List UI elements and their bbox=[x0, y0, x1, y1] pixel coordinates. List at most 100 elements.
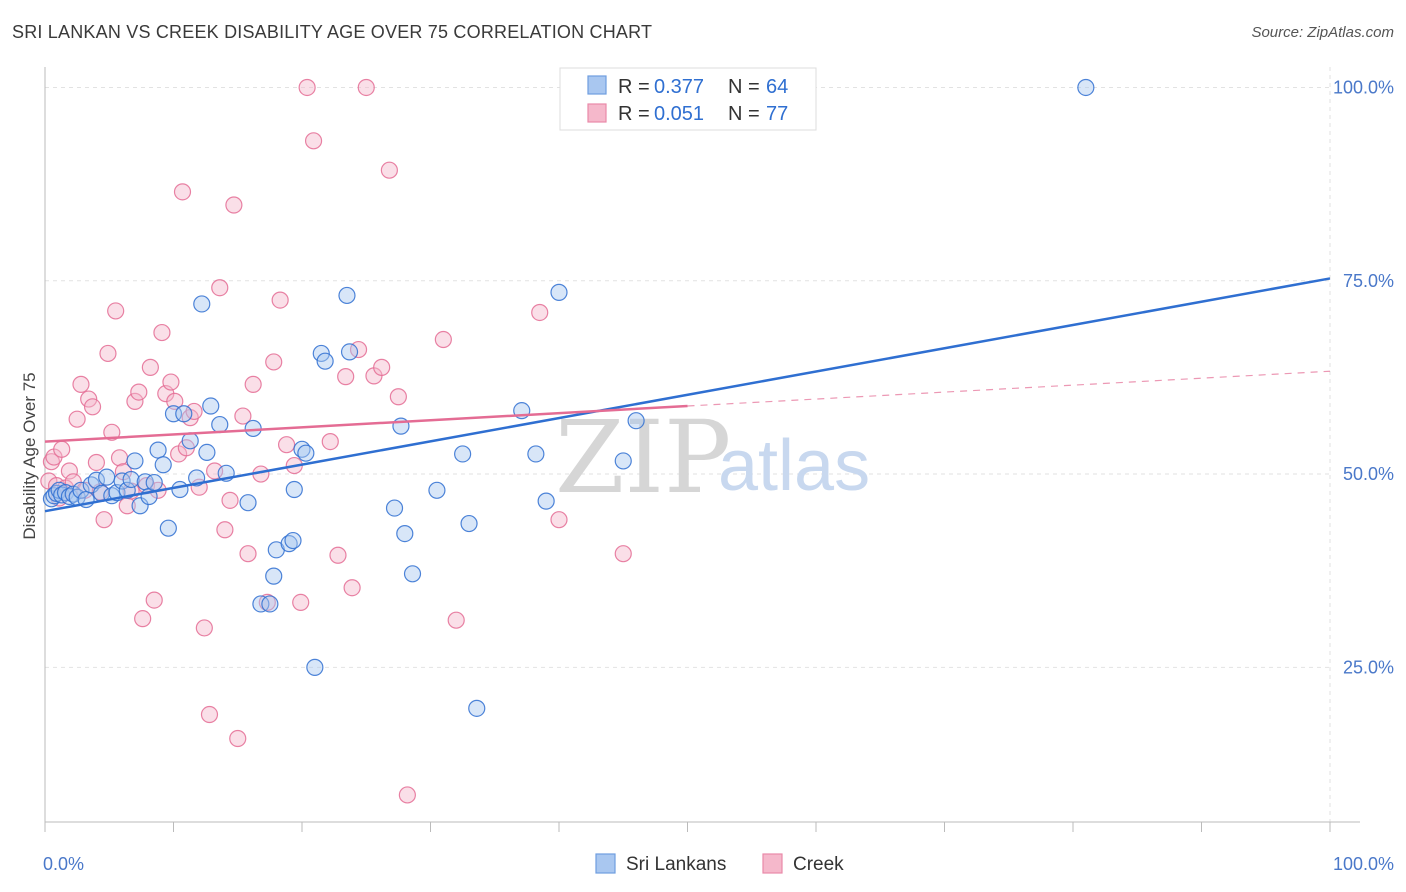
sri-lankans-point bbox=[175, 405, 193, 423]
legend-n-label-2: N = bbox=[728, 103, 760, 125]
creek-point bbox=[221, 491, 239, 509]
axes bbox=[44, 67, 1360, 832]
creek-point bbox=[95, 511, 113, 529]
sri-lankans-point bbox=[316, 352, 334, 370]
sri-lankans-point bbox=[159, 519, 177, 537]
sri-lankans-point bbox=[454, 445, 472, 463]
chart-title: SRI LANKAN VS CREEK DISABILITY AGE OVER … bbox=[12, 22, 653, 42]
source-label: Source: ZipAtlas.com bbox=[1251, 24, 1394, 41]
legend-swatch-creek bbox=[587, 103, 607, 123]
sri-lankans-point bbox=[181, 432, 199, 450]
creek-point bbox=[234, 407, 252, 425]
creek-point bbox=[87, 453, 106, 472]
sri-lankans-point bbox=[126, 452, 144, 470]
sri-lankans-point bbox=[338, 286, 356, 305]
creek-point bbox=[200, 705, 219, 724]
legend-n-value-2: 77 bbox=[766, 103, 788, 125]
creek-point bbox=[229, 729, 247, 748]
x-tick-label-max: 100.0% bbox=[1333, 854, 1394, 874]
creek-point bbox=[614, 545, 632, 563]
creek-point bbox=[292, 593, 310, 612]
creek-point bbox=[141, 358, 159, 376]
creek-point bbox=[173, 183, 192, 201]
sri-lankans-point bbox=[98, 468, 116, 486]
sri-lankans-trend-line bbox=[44, 277, 1331, 513]
creek-point bbox=[447, 611, 465, 629]
creek-point bbox=[83, 398, 102, 416]
sri-lankans-point bbox=[244, 419, 262, 438]
creek-point bbox=[225, 196, 243, 214]
creek-point bbox=[195, 619, 213, 637]
creek-point bbox=[265, 353, 283, 371]
creek-point bbox=[357, 78, 375, 97]
sri-lankans-point bbox=[198, 443, 216, 462]
sri-lankans-point bbox=[265, 567, 283, 585]
sri-lankans-point bbox=[154, 456, 172, 474]
y-tick-labels: 25.0% 50.0% 75.0% 100.0% bbox=[1333, 77, 1394, 677]
creek-point bbox=[329, 546, 347, 564]
x-tick-label-min: 0.0% bbox=[43, 854, 84, 874]
creek-point bbox=[68, 410, 86, 428]
creek-point bbox=[277, 436, 296, 454]
creek-trend-line-extension bbox=[687, 370, 1331, 407]
sri-lankans-point bbox=[550, 283, 568, 301]
creek-point bbox=[531, 303, 549, 322]
creek-point bbox=[216, 521, 234, 539]
creek-point bbox=[185, 402, 203, 421]
sri-lankans-point bbox=[202, 397, 220, 415]
sri-lankans-point bbox=[312, 344, 330, 363]
sri-lankans-point bbox=[261, 595, 279, 613]
sri-lankans-point bbox=[285, 480, 303, 499]
sri-lankans-point bbox=[211, 415, 229, 434]
sri-lankans-point bbox=[193, 295, 211, 313]
bottom-legend-swatch-sri-lankans bbox=[595, 853, 616, 874]
creek-trend-line bbox=[44, 404, 688, 443]
creek-point bbox=[107, 302, 125, 320]
legend-r-value-2: 0.051 bbox=[654, 103, 704, 125]
creek-point bbox=[166, 392, 184, 410]
bottom-legend-swatch-creek bbox=[762, 853, 783, 874]
legend-n-label-1: N = bbox=[728, 76, 760, 98]
creek-point bbox=[72, 375, 90, 393]
y-tick-label: 100.0% bbox=[1333, 77, 1394, 97]
sri-lankans-point bbox=[396, 524, 414, 543]
watermark-atlas: atlas bbox=[718, 426, 870, 506]
sri-lankans-point bbox=[145, 473, 163, 492]
creek-point bbox=[337, 368, 355, 386]
creek-point bbox=[298, 78, 316, 97]
creek-point bbox=[99, 344, 117, 363]
creek-point bbox=[145, 591, 163, 609]
legend-r-label-1: R = bbox=[618, 76, 650, 98]
x-tick-labels: 0.0% 100.0% bbox=[43, 854, 1394, 874]
sri-lankans-point bbox=[385, 499, 404, 517]
creek-point bbox=[134, 610, 152, 628]
creek-point bbox=[53, 440, 71, 458]
sri-lankans-point bbox=[131, 497, 149, 515]
creek-point bbox=[126, 392, 144, 410]
y-tick-label: 50.0% bbox=[1343, 464, 1394, 484]
creek-point bbox=[398, 786, 416, 804]
sri-lankans-point bbox=[171, 480, 189, 499]
legend: R = 0.377 N = 64 R = 0.051 N = 77 bbox=[559, 67, 817, 131]
sri-lankans-point bbox=[72, 481, 90, 499]
bottom-legend: Sri Lankans Creek bbox=[595, 853, 844, 875]
sri-lankans-point bbox=[239, 494, 257, 512]
sri-lankans-point bbox=[614, 452, 632, 470]
creek-point bbox=[244, 375, 262, 393]
creek-point bbox=[80, 390, 98, 408]
sri-lankans-point bbox=[340, 343, 359, 361]
legend-r-label-2: R = bbox=[618, 103, 650, 125]
creek-point bbox=[153, 323, 171, 342]
watermark-zip: ZIP bbox=[555, 399, 731, 516]
creek-point bbox=[304, 132, 323, 150]
sri-lankans-point bbox=[122, 470, 140, 489]
creek-point bbox=[343, 579, 361, 597]
sri-lankans-point bbox=[284, 531, 302, 550]
sri-lankans-point bbox=[627, 412, 645, 430]
sri-lankans-point bbox=[297, 444, 315, 462]
creek-points bbox=[40, 78, 632, 804]
sri-lankans-point bbox=[468, 699, 486, 717]
sri-lankans-point bbox=[537, 492, 555, 510]
legend-r-value-1: 0.377 bbox=[654, 76, 704, 98]
